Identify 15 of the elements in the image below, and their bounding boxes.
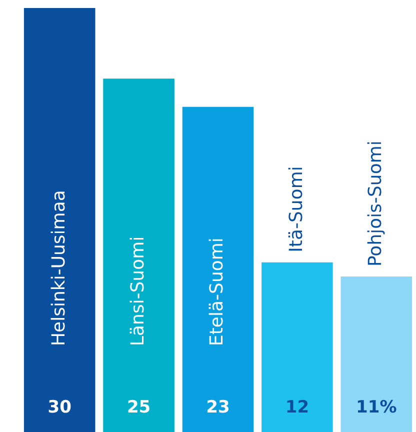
x-tick-label: Pohjois-Suomi bbox=[365, 140, 386, 267]
bar bbox=[340, 276, 412, 432]
data-label: 11% bbox=[356, 397, 397, 418]
bar bbox=[24, 8, 96, 432]
data-label: 30 bbox=[48, 397, 72, 418]
bar bbox=[262, 262, 333, 432]
data-label: 12 bbox=[285, 397, 310, 418]
x-tick-label: Helsinki-Uusimaa bbox=[48, 190, 70, 346]
x-tick-label: Länsi-Suomi bbox=[127, 236, 148, 346]
data-label: 23 bbox=[206, 397, 230, 418]
x-tick-label: Itä-Suomi bbox=[286, 166, 307, 252]
data-label: 25 bbox=[126, 397, 151, 418]
bar bbox=[103, 78, 174, 432]
bar bbox=[182, 106, 254, 432]
x-tick-label: Etelä-Suomi bbox=[206, 238, 228, 346]
